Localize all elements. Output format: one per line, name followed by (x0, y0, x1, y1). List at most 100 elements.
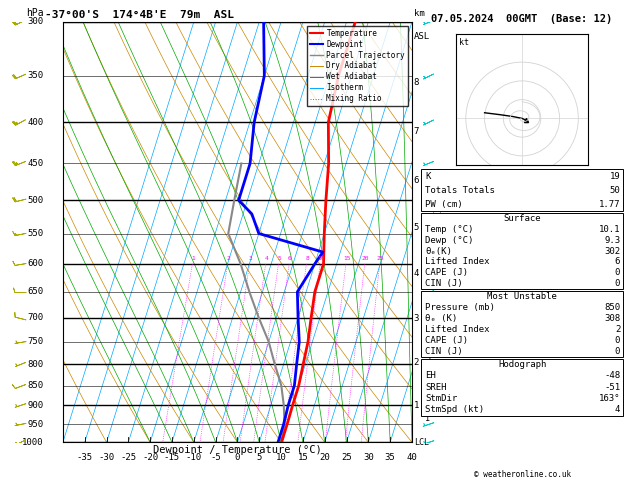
Text: Temp (°C): Temp (°C) (425, 225, 474, 234)
Text: -51: -51 (604, 382, 620, 392)
Text: hPa: hPa (26, 8, 43, 17)
Text: 6: 6 (288, 256, 292, 260)
Text: 5: 5 (257, 453, 262, 462)
Text: 750: 750 (28, 337, 43, 347)
Text: θₑ (K): θₑ (K) (425, 314, 457, 323)
Text: 10.1: 10.1 (599, 225, 620, 234)
Text: 600: 600 (28, 260, 43, 268)
Text: 7: 7 (414, 127, 419, 136)
Text: Lifted Index: Lifted Index (425, 325, 490, 334)
Text: 4: 4 (425, 368, 430, 378)
Text: -35: -35 (77, 453, 93, 462)
Text: 35: 35 (385, 453, 396, 462)
Text: 302: 302 (604, 246, 620, 256)
Text: © weatheronline.co.uk: © weatheronline.co.uk (474, 469, 571, 479)
Text: θₑ(K): θₑ(K) (425, 246, 452, 256)
Text: 900: 900 (28, 401, 43, 410)
Text: 19: 19 (610, 172, 620, 181)
Text: K: K (425, 172, 431, 181)
Text: -15: -15 (164, 453, 180, 462)
Text: 400: 400 (28, 118, 43, 127)
Text: 25: 25 (377, 256, 384, 260)
Text: 10: 10 (276, 453, 286, 462)
Text: LCL: LCL (414, 438, 429, 447)
Legend: Temperature, Dewpoint, Parcel Trajectory, Dry Adiabat, Wet Adiabat, Isotherm, Mi: Temperature, Dewpoint, Parcel Trajectory… (306, 26, 408, 106)
Text: 20: 20 (362, 256, 369, 260)
Text: EH: EH (425, 371, 436, 380)
X-axis label: Dewpoint / Temperature (°C): Dewpoint / Temperature (°C) (153, 445, 322, 455)
Text: -20: -20 (142, 453, 159, 462)
Text: StmDir: StmDir (425, 394, 457, 403)
Text: 4: 4 (414, 269, 419, 278)
Text: CAPE (J): CAPE (J) (425, 336, 468, 345)
Text: CAPE (J): CAPE (J) (425, 268, 468, 278)
Text: 0: 0 (615, 279, 620, 288)
Text: Mixing Ratio (g/kg): Mixing Ratio (g/kg) (433, 185, 443, 279)
Text: 30: 30 (363, 453, 374, 462)
Text: 15: 15 (298, 453, 308, 462)
Text: 8: 8 (425, 315, 430, 324)
Text: 3: 3 (425, 383, 430, 392)
Text: 500: 500 (28, 196, 43, 205)
Text: 3: 3 (414, 314, 419, 323)
Text: 850: 850 (604, 303, 620, 312)
Text: PW (cm): PW (cm) (425, 200, 463, 209)
Text: Totals Totals: Totals Totals (425, 186, 495, 195)
Text: 25: 25 (341, 453, 352, 462)
Text: Pressure (mb): Pressure (mb) (425, 303, 495, 312)
Text: 4: 4 (265, 256, 269, 260)
Text: 1: 1 (191, 256, 195, 260)
Text: 350: 350 (28, 71, 43, 80)
Text: 2: 2 (414, 358, 419, 366)
Text: 650: 650 (28, 287, 43, 296)
Text: StmSpd (kt): StmSpd (kt) (425, 405, 484, 415)
Text: 0: 0 (615, 347, 620, 356)
Text: -30: -30 (99, 453, 114, 462)
Text: kt: kt (459, 38, 469, 47)
Text: 6: 6 (615, 258, 620, 266)
Text: 5: 5 (414, 223, 419, 232)
Text: 800: 800 (28, 360, 43, 369)
Text: 8: 8 (414, 78, 419, 87)
Text: Dewp (°C): Dewp (°C) (425, 236, 474, 244)
Text: 50: 50 (610, 186, 620, 195)
Text: 3: 3 (248, 256, 252, 260)
Text: 2: 2 (615, 325, 620, 334)
Text: 850: 850 (28, 381, 43, 390)
Text: 6: 6 (425, 341, 430, 349)
Text: Lifted Index: Lifted Index (425, 258, 490, 266)
Text: 550: 550 (28, 229, 43, 238)
Text: 8: 8 (305, 256, 309, 260)
Text: CIN (J): CIN (J) (425, 347, 463, 356)
Text: 07.05.2024  00GMT  (Base: 12): 07.05.2024 00GMT (Base: 12) (431, 14, 613, 24)
Text: Most Unstable: Most Unstable (487, 292, 557, 301)
Text: -5: -5 (210, 453, 221, 462)
Text: 2: 2 (227, 256, 231, 260)
Text: -25: -25 (120, 453, 136, 462)
Text: 450: 450 (28, 159, 43, 168)
Text: 300: 300 (28, 17, 43, 26)
Text: 2: 2 (425, 399, 430, 408)
Text: 20: 20 (320, 453, 330, 462)
Text: 0: 0 (615, 268, 620, 278)
Text: 5: 5 (425, 354, 430, 363)
Text: -37°00'S  174°4B'E  79m  ASL: -37°00'S 174°4B'E 79m ASL (45, 10, 235, 20)
Text: 1000: 1000 (22, 438, 43, 447)
Text: CIN (J): CIN (J) (425, 279, 463, 288)
Text: -10: -10 (186, 453, 202, 462)
Text: 308: 308 (604, 314, 620, 323)
Text: 163°: 163° (599, 394, 620, 403)
Text: 15: 15 (343, 256, 350, 260)
Text: 9.3: 9.3 (604, 236, 620, 244)
Text: Hodograph: Hodograph (498, 360, 546, 369)
Text: 0: 0 (615, 336, 620, 345)
Text: 40: 40 (406, 453, 418, 462)
Text: 10: 10 (317, 256, 325, 260)
Text: 950: 950 (28, 420, 43, 429)
Text: Surface: Surface (503, 214, 541, 223)
Text: 7: 7 (425, 328, 430, 336)
Text: 6: 6 (414, 175, 419, 185)
Text: 4: 4 (615, 405, 620, 415)
Text: 1: 1 (425, 414, 430, 423)
Text: 0: 0 (235, 453, 240, 462)
